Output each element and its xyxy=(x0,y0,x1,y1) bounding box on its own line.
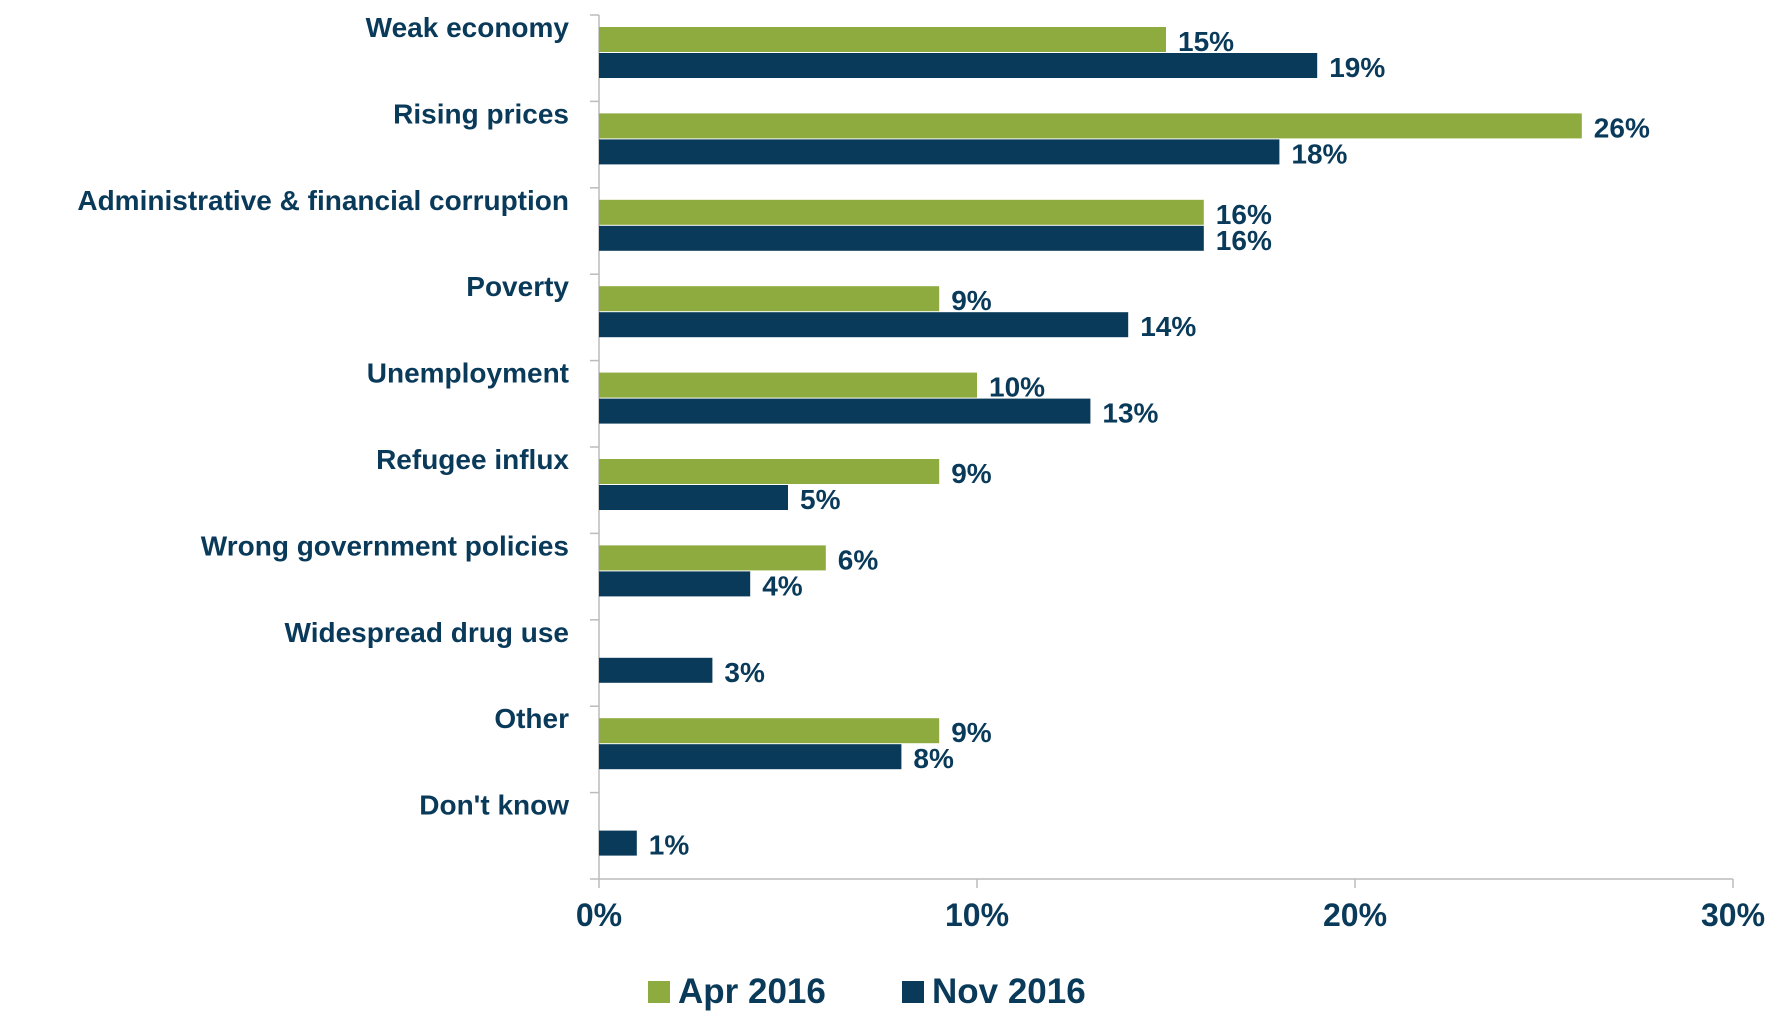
x-tick-label: 30% xyxy=(1701,897,1765,933)
data-label: 16% xyxy=(1216,199,1272,230)
bar-apr-2016 xyxy=(599,545,826,571)
legend: Apr 2016 Nov 2016 xyxy=(648,972,1086,1011)
legend-swatch xyxy=(648,981,670,1003)
labels-layer: 15% 19% 26% 18% 16%16% 9% 14% 10% 13% 9% 5% 6% 4% 3% 9… xyxy=(649,26,1650,861)
category-label: Refugee influx xyxy=(376,444,569,475)
bar-apr-2016 xyxy=(599,27,1166,52)
axes-layer: 0% 10% 20% 30% Weak economy Rising prices Admi… xyxy=(77,12,1765,933)
bar-nov-2016 xyxy=(599,485,788,510)
data-label: 4% xyxy=(762,570,803,601)
data-label: 6% xyxy=(838,544,879,575)
data-label: 18% xyxy=(1291,138,1347,169)
data-label: 5% xyxy=(800,484,841,515)
bar-nov-2016 xyxy=(599,312,1129,338)
bar-nov-2016 xyxy=(599,225,1204,251)
bar-nov-2016 xyxy=(599,744,902,770)
bar-nov-2016 xyxy=(599,139,1280,165)
bar-apr-2016 xyxy=(599,372,977,398)
bar-apr-2016 xyxy=(599,718,940,744)
bar-apr-2016 xyxy=(599,199,1204,225)
category-label: Administrative & financial corruption xyxy=(77,185,569,216)
bar-nov-2016 xyxy=(599,830,637,856)
data-label: 13% xyxy=(1102,398,1158,429)
x-tick-label: 10% xyxy=(945,897,1009,933)
category-label: Poverty xyxy=(466,271,569,302)
bar-nov-2016 xyxy=(599,53,1318,78)
data-label: 16% xyxy=(1216,225,1272,256)
bars-layer xyxy=(599,27,1582,856)
legend-label: Apr 2016 xyxy=(678,972,826,1011)
bar-apr-2016 xyxy=(599,113,1582,139)
data-label: 15% xyxy=(1178,26,1234,57)
data-label: 1% xyxy=(649,830,690,861)
category-label: Don't know xyxy=(419,790,569,821)
data-label: 19% xyxy=(1329,52,1385,83)
legend-swatch xyxy=(902,981,924,1003)
legend-label: Nov 2016 xyxy=(932,972,1086,1011)
data-label: 8% xyxy=(913,743,954,774)
data-label: 14% xyxy=(1140,311,1196,342)
data-label: 9% xyxy=(951,285,992,316)
bar-nov-2016 xyxy=(599,571,751,597)
data-label: 10% xyxy=(989,372,1045,403)
data-label: 3% xyxy=(724,657,765,688)
bar-nov-2016 xyxy=(599,398,1091,424)
data-label: 9% xyxy=(951,717,992,748)
bar-nov-2016 xyxy=(599,657,713,683)
category-label: Rising prices xyxy=(393,98,569,129)
bar-apr-2016 xyxy=(599,459,940,484)
x-tick-label: 20% xyxy=(1323,897,1387,933)
category-label: Other xyxy=(494,703,569,734)
category-label: Unemployment xyxy=(367,358,569,389)
category-label: Wrong government policies xyxy=(201,530,569,561)
x-tick-label: 0% xyxy=(576,897,622,933)
data-label: 9% xyxy=(951,458,992,489)
category-label: Weak economy xyxy=(366,12,570,43)
category-label: Widespread drug use xyxy=(285,617,569,648)
bar-apr-2016 xyxy=(599,286,940,312)
data-label: 26% xyxy=(1594,112,1650,143)
